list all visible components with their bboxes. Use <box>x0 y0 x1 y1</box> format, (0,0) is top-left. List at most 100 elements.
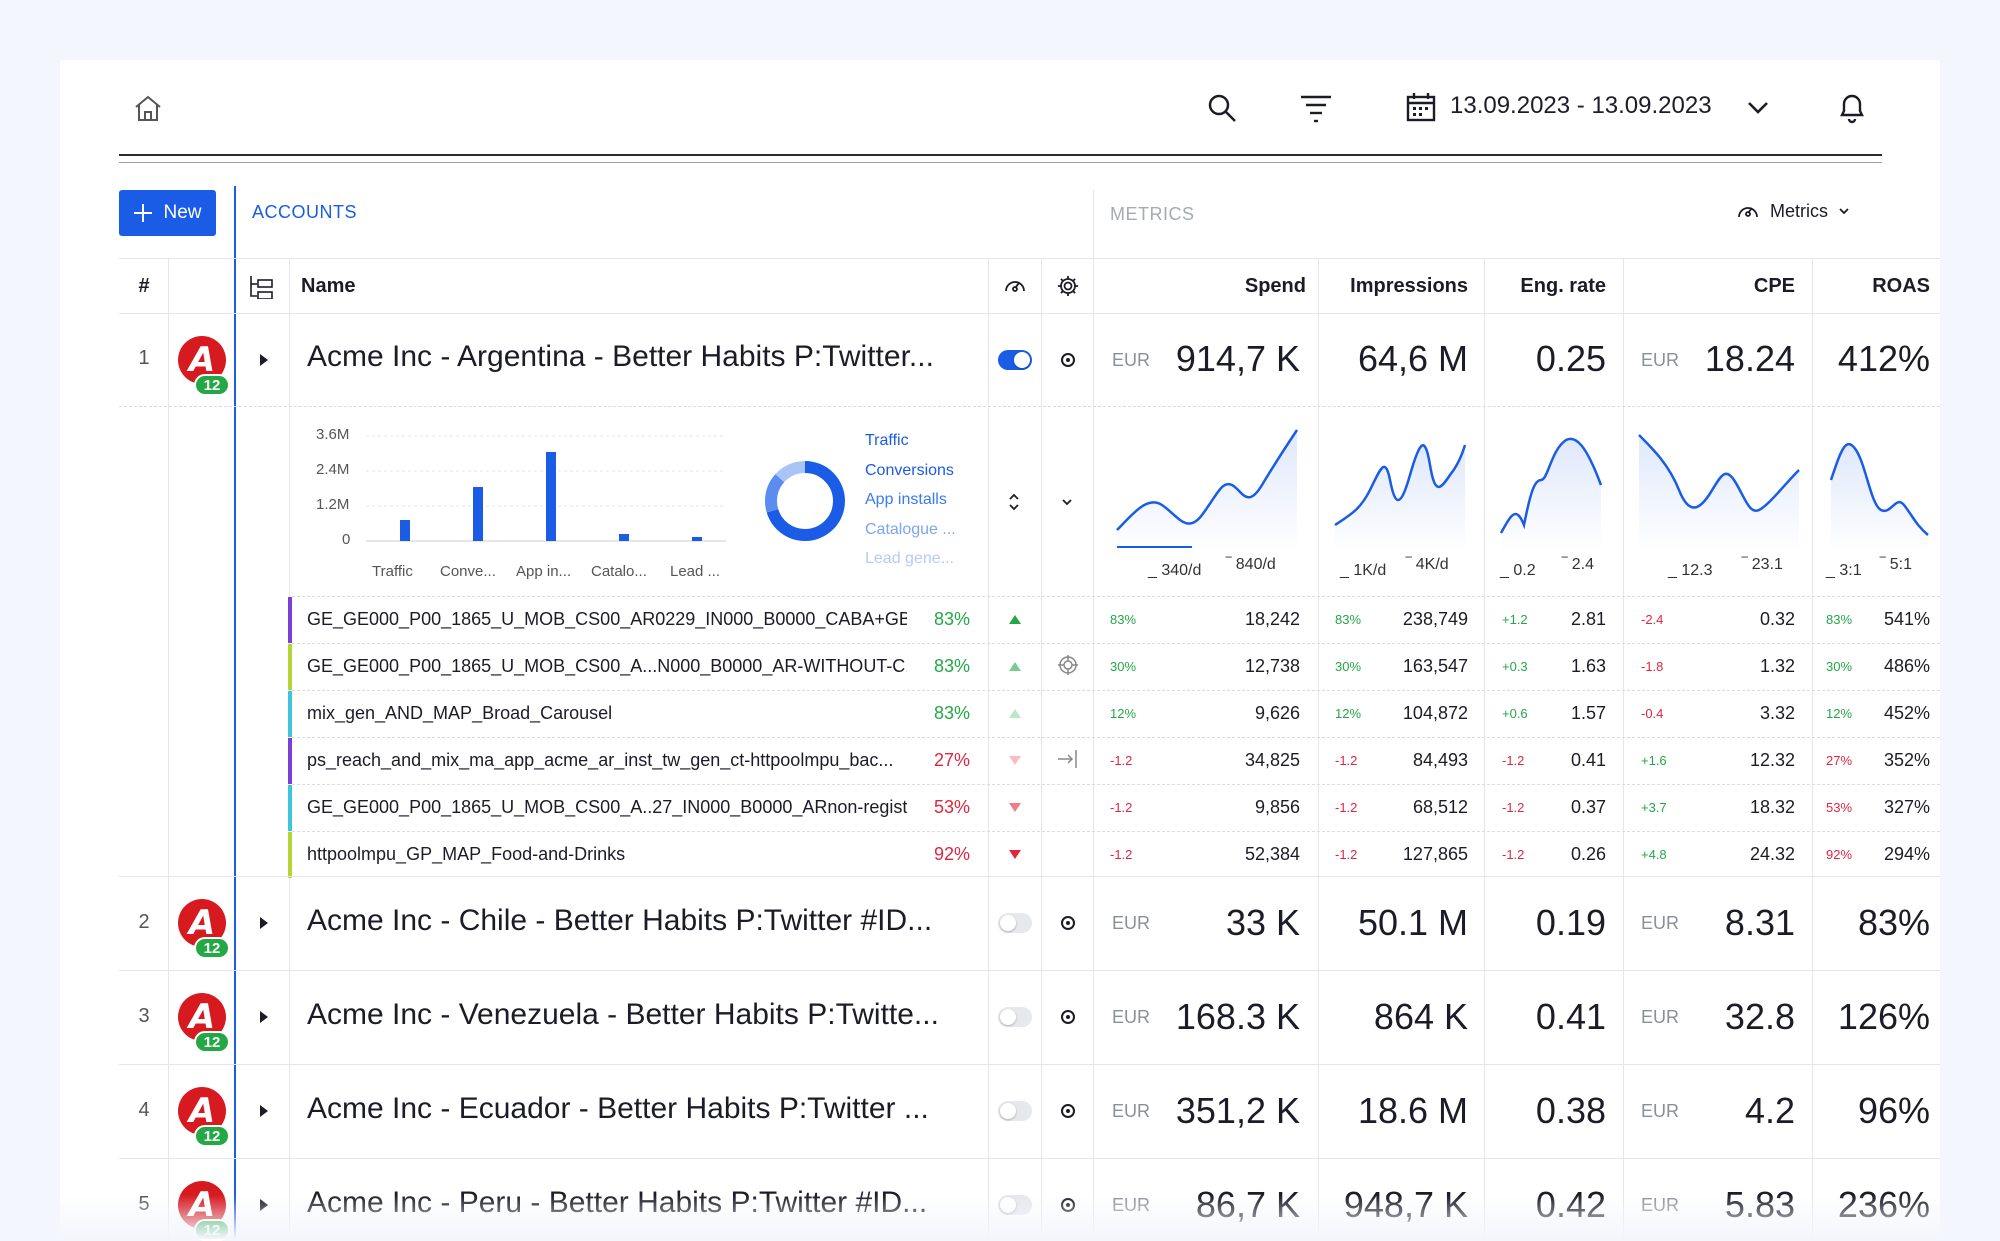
spark-low-label: _ 12.3 <box>1668 562 1713 579</box>
metric-value: 18.32 <box>1749 797 1795 817</box>
row-divider <box>119 1064 1940 1065</box>
search-icon[interactable] <box>1204 90 1240 126</box>
row-divider <box>119 406 1940 407</box>
row-name[interactable]: Acme Inc - Ecuador - Better Habits P:Twi… <box>307 1092 929 1125</box>
row-divider <box>292 596 1940 597</box>
delta-value: 92% <box>1826 847 1853 862</box>
delta-value: -1.2 <box>1335 753 1358 768</box>
header-top-line <box>119 258 1940 259</box>
col-header-roas[interactable]: ROAS <box>1872 274 1930 297</box>
campaign-name[interactable]: mix_gen_AND_MAP_Broad_Carousel <box>307 703 613 723</box>
delta-value: +0.6 <box>1502 706 1528 721</box>
campaign-name[interactable]: ps_reach_and_mix_ma_app_acme_ar_inst_tw_… <box>307 750 894 770</box>
col-header-impressions[interactable]: Impressions <box>1350 274 1468 297</box>
metric-value: 0.41 <box>1570 750 1606 770</box>
metrics-divider <box>1093 190 1094 1239</box>
spark-low-label: _ 3:1 <box>1826 562 1862 579</box>
roas-value: 83% <box>1857 902 1930 943</box>
delta-value: -1.2 <box>1110 847 1133 862</box>
campaign-name[interactable]: httpoolmpu_GP_MAP_Food-and-Drinks <box>307 844 626 864</box>
active-toggle[interactable] <box>998 913 1032 933</box>
currency-label: EUR <box>1641 1101 1680 1121</box>
new-button[interactable]: New <box>119 190 216 236</box>
delta-value: -1.2 <box>1335 847 1358 862</box>
metrics-section-label: METRICS <box>1110 204 1195 224</box>
metric-value: 84,493 <box>1412 750 1468 770</box>
col-divider <box>1623 258 1624 1239</box>
campaign-name[interactable]: GE_GE000_P00_1865_U_MOB_CS00_AR0229_IN00… <box>307 609 907 629</box>
target-icon[interactable] <box>1061 1010 1075 1024</box>
col-header-name[interactable]: Name <box>301 274 356 297</box>
y-tick-label: 0 <box>342 531 351 548</box>
delta-value: -0.4 <box>1641 706 1664 721</box>
impressions-value: 64,6 M <box>1357 338 1468 379</box>
legend-item: App installs <box>865 491 947 508</box>
campaign-color-bar <box>288 785 292 831</box>
spend-value: 33 K <box>1225 902 1300 943</box>
target-icon[interactable] <box>1061 353 1075 367</box>
home-icon[interactable] <box>130 90 166 126</box>
export-icon[interactable] <box>1055 746 1081 772</box>
spark-high-label: ‾ 4K/d <box>1406 556 1449 573</box>
col-divider <box>168 258 169 1239</box>
col-header-eng-rate[interactable]: Eng. rate <box>1520 274 1606 297</box>
delta-value: -1.2 <box>1110 800 1133 815</box>
bell-icon[interactable] <box>1834 88 1870 126</box>
calendar-icon[interactable] <box>1403 88 1439 126</box>
metric-value: 486% <box>1883 656 1930 676</box>
move-icon[interactable] <box>1055 652 1081 678</box>
row-name[interactable]: Acme Inc - Argentina - Better Habits P:T… <box>307 340 934 373</box>
x-tick-label: Conve... <box>440 563 496 580</box>
expand-caret-icon[interactable] <box>260 917 268 929</box>
sort-icon[interactable] <box>1002 490 1026 514</box>
x-tick-label: Lead ... <box>670 563 721 580</box>
campaign-name[interactable]: GE_GE000_P00_1865_U_MOB_CS00_A...N000_B0… <box>307 656 907 676</box>
row-number: 2 <box>138 911 150 933</box>
metric-value: 9,626 <box>1254 703 1300 723</box>
campaign-percent: 53% <box>933 797 970 817</box>
gauge-icon[interactable] <box>1002 273 1028 299</box>
metric-value: 18,242 <box>1244 609 1300 629</box>
hierarchy-icon[interactable] <box>246 272 276 302</box>
col-header-cpe[interactable]: CPE <box>1753 274 1795 297</box>
currency-label: EUR <box>1112 1007 1151 1027</box>
count-badge: 12 <box>194 937 230 959</box>
delta-value: +0.3 <box>1502 659 1528 674</box>
campaign-percent: 83% <box>933 609 970 629</box>
expand-caret-icon[interactable] <box>260 354 268 366</box>
subrow-divider <box>292 831 1940 832</box>
delta-value: -2.4 <box>1641 612 1664 627</box>
chevron-down-icon[interactable] <box>1744 94 1772 122</box>
y-tick-label: 1.2M <box>316 496 350 513</box>
col-header-spend[interactable]: Spend <box>1244 274 1306 297</box>
count-badge: 12 <box>194 1125 230 1147</box>
active-toggle[interactable] <box>998 1007 1032 1027</box>
metric-value: 452% <box>1883 703 1930 723</box>
campaign-name[interactable]: GE_GE000_P00_1865_U_MOB_CS00_A..27_IN000… <box>307 797 907 817</box>
metric-value: 34,825 <box>1244 750 1300 770</box>
accounts-divider <box>234 186 236 1239</box>
expand-caret-icon[interactable] <box>260 1011 268 1023</box>
target-icon[interactable] <box>1061 1104 1075 1118</box>
spark-low-label: _ 340/d <box>1148 562 1202 579</box>
filter-icon[interactable] <box>1298 90 1334 126</box>
row-divider <box>119 970 1940 971</box>
chevron-down-icon[interactable] <box>1055 490 1079 514</box>
gear-icon[interactable] <box>1055 273 1081 299</box>
y-tick-label: 2.4M <box>316 461 350 478</box>
active-toggle[interactable] <box>998 1101 1032 1121</box>
bar-conversions <box>473 487 483 541</box>
metrics-button[interactable]: Metrics <box>1736 200 1850 222</box>
active-toggle[interactable] <box>998 350 1032 370</box>
legend-item: Conversions <box>865 462 954 479</box>
target-icon[interactable] <box>1061 916 1075 930</box>
delta-value: +4.8 <box>1641 847 1667 862</box>
row-name[interactable]: Acme Inc - Chile - Better Habits P:Twitt… <box>307 904 933 937</box>
toggle-knob <box>1000 1009 1016 1025</box>
row-name[interactable]: Acme Inc - Venezuela - Better Habits P:T… <box>307 998 939 1031</box>
trend-down-icon <box>1009 803 1021 812</box>
delta-value: 83% <box>1826 612 1853 627</box>
expand-caret-icon[interactable] <box>260 1105 268 1117</box>
chevron-down-icon <box>1839 208 1849 215</box>
date-range-label[interactable]: 13.09.2023 - 13.09.2023 <box>1450 92 1712 119</box>
